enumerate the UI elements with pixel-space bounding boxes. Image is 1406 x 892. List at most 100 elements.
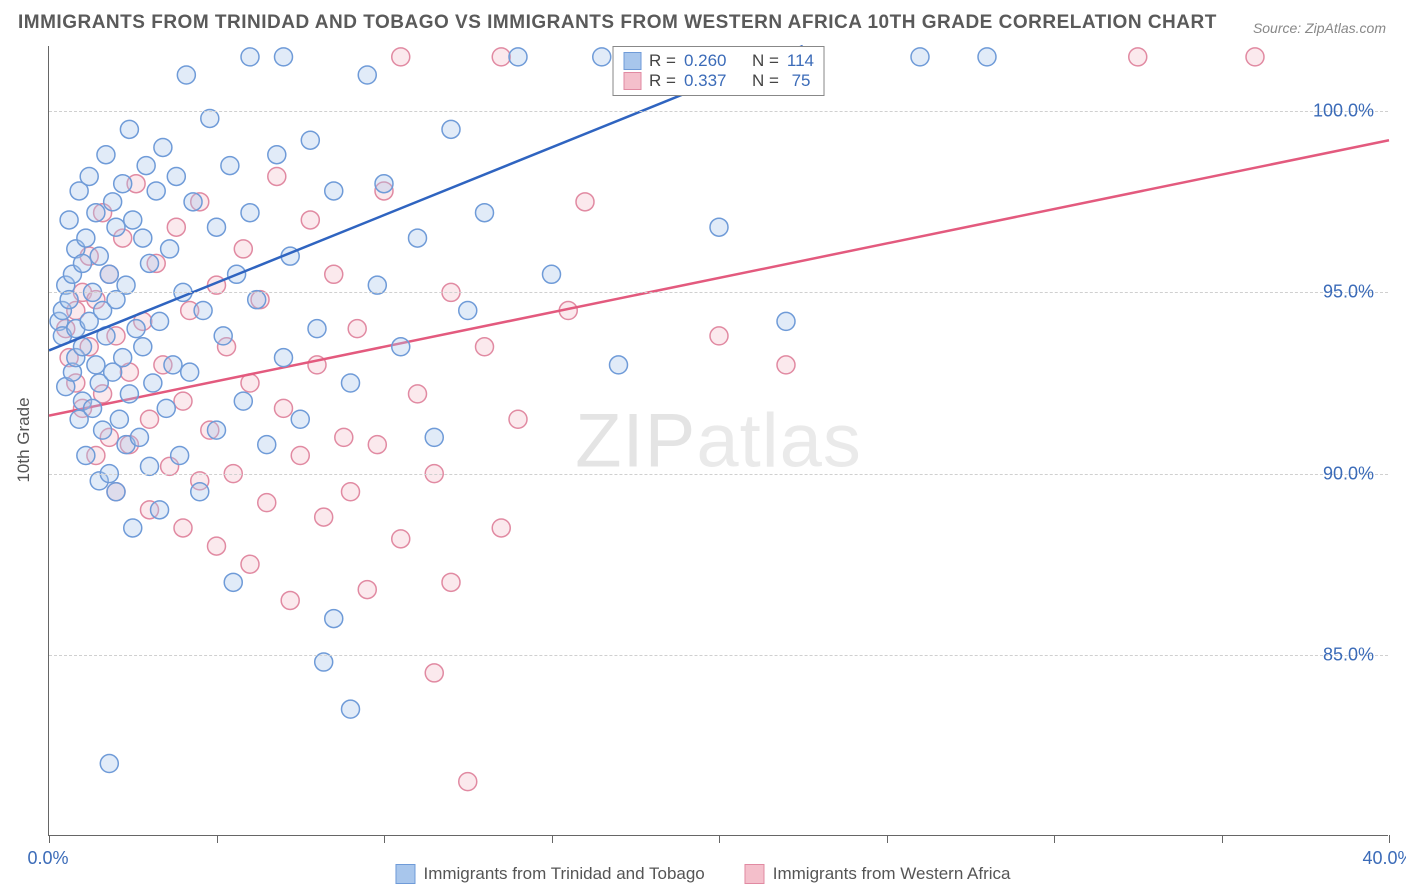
series-a-point (130, 428, 148, 446)
series-a-point (114, 175, 132, 193)
series-a-point (141, 254, 159, 272)
series-a-point (177, 66, 195, 84)
stats-n-value-b: 75 (787, 71, 811, 91)
gridline (49, 655, 1388, 656)
series-a-point (77, 446, 95, 464)
x-tick (1222, 835, 1223, 843)
x-tick (1054, 835, 1055, 843)
series-a-point (151, 501, 169, 519)
series-a-point (87, 204, 105, 222)
chart-svg (49, 46, 1388, 835)
series-b-point (409, 385, 427, 403)
x-tick (384, 835, 385, 843)
legend-swatch-b (745, 864, 765, 884)
chart-title: IMMIGRANTS FROM TRINIDAD AND TOBAGO VS I… (18, 12, 1217, 34)
series-a-point (442, 120, 460, 138)
series-a-point (214, 327, 232, 345)
stats-r-label-b: R = (649, 71, 676, 91)
series-b-point (392, 530, 410, 548)
x-tick-label: 40.0% (1362, 848, 1406, 869)
x-tick (1389, 835, 1390, 843)
series-b-point (174, 392, 192, 410)
series-a-point (97, 146, 115, 164)
series-a-point (77, 229, 95, 247)
x-tick (887, 835, 888, 843)
series-a-point (157, 399, 175, 417)
series-a-point (120, 385, 138, 403)
series-a-point (124, 519, 142, 537)
stats-r-value-a: 0.260 (684, 51, 727, 71)
stats-n-value-a: 114 (787, 51, 814, 71)
series-a-point (84, 399, 102, 417)
series-a-point (275, 48, 293, 66)
series-b-point (342, 483, 360, 501)
legend-bottom: Immigrants from Trinidad and Tobago Immi… (395, 864, 1010, 884)
y-tick-label: 85.0% (1323, 644, 1374, 665)
series-a-point (234, 392, 252, 410)
series-a-point (114, 349, 132, 367)
stats-r-value-b: 0.337 (684, 71, 727, 91)
series-a-point (181, 363, 199, 381)
series-b-point (291, 446, 309, 464)
series-a-point (208, 421, 226, 439)
series-b-point (174, 519, 192, 537)
gridline (49, 474, 1388, 475)
series-a-point (241, 48, 259, 66)
series-b-point (141, 410, 159, 428)
series-a-point (777, 312, 795, 330)
stats-n-label-a: N = (752, 51, 779, 71)
series-a-point (134, 338, 152, 356)
y-axis-label: 10th Grade (14, 397, 34, 482)
series-b-point (258, 494, 276, 512)
series-a-point (268, 146, 286, 164)
series-a-point (110, 410, 128, 428)
series-a-point (258, 436, 276, 454)
stats-box: R = 0.260 N = 114 R = 0.337 N = 75 (612, 46, 825, 96)
series-b-point (167, 218, 185, 236)
series-a-point (147, 182, 165, 200)
series-a-point (107, 218, 125, 236)
series-a-point (100, 755, 118, 773)
series-a-point (301, 131, 319, 149)
series-a-point (100, 265, 118, 283)
x-tick (217, 835, 218, 843)
y-tick-label: 100.0% (1313, 101, 1374, 122)
series-a-point (459, 302, 477, 320)
stats-swatch-a (623, 52, 641, 70)
series-a-point (194, 302, 212, 320)
x-tick (552, 835, 553, 843)
series-b-point (335, 428, 353, 446)
series-b-regression-line (49, 140, 1389, 415)
x-tick (49, 835, 50, 843)
series-b-point (301, 211, 319, 229)
series-b-point (509, 410, 527, 428)
source-attribution: Source: ZipAtlas.com (1253, 20, 1386, 36)
series-a-point (375, 175, 393, 193)
stats-row-b: R = 0.337 N = 75 (623, 71, 814, 91)
series-a-point (241, 204, 259, 222)
series-a-point (593, 48, 611, 66)
series-b-point (234, 240, 252, 258)
series-a-point (208, 218, 226, 236)
series-a-point (291, 410, 309, 428)
series-b-point (476, 338, 494, 356)
series-b-point (358, 581, 376, 599)
series-a-point (476, 204, 494, 222)
series-a-point (342, 700, 360, 718)
series-a-point (610, 356, 628, 374)
plot-area: ZIPatlas R = 0.260 N = 114 R = 0.337 N =… (48, 46, 1388, 836)
gridline (49, 111, 1388, 112)
series-b-point (392, 48, 410, 66)
series-a-point (191, 483, 209, 501)
series-a-point (543, 265, 561, 283)
series-b-point (777, 356, 795, 374)
series-b-point (425, 664, 443, 682)
series-a-point (308, 320, 326, 338)
series-a-point (342, 374, 360, 392)
gridline (49, 292, 1388, 293)
series-a-point (90, 247, 108, 265)
series-a-point (171, 446, 189, 464)
series-b-point (348, 320, 366, 338)
stats-row-a: R = 0.260 N = 114 (623, 51, 814, 71)
series-a-point (127, 320, 145, 338)
